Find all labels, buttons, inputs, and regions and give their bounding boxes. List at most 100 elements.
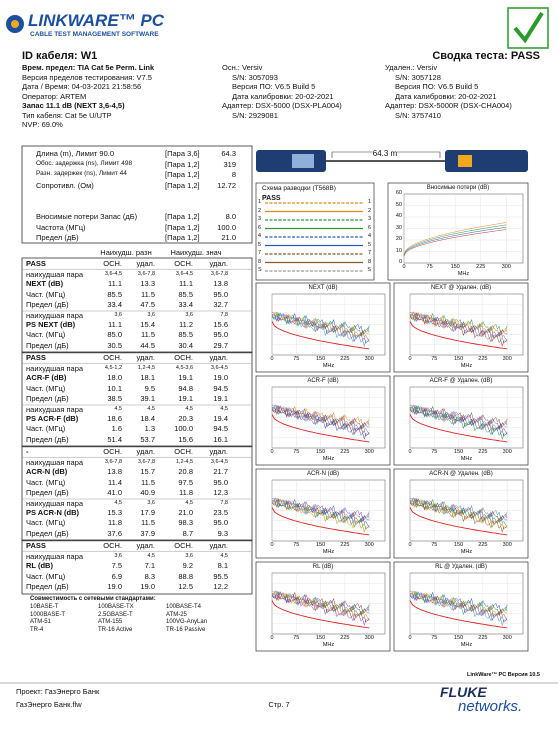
- cell: 18.0: [107, 373, 122, 383]
- cell: 19.0: [107, 581, 122, 591]
- info-line: Версия ПО: V6.5 Build 5: [395, 82, 479, 91]
- tester-screen: [292, 154, 314, 168]
- cell: 4,5: [185, 499, 193, 506]
- x-tick-label: 75: [431, 449, 438, 455]
- info-line: NVP: 69.0%: [22, 120, 63, 129]
- trace: [271, 590, 370, 627]
- info-line: S/N: 3757410: [395, 110, 441, 120]
- box: [21, 145, 253, 244]
- trace: [409, 311, 508, 338]
- cell: 85.0: [107, 330, 122, 340]
- cell: 11.1: [107, 320, 122, 330]
- cell: 85.5: [178, 289, 193, 299]
- limit-line: [409, 321, 508, 350]
- cell: 9.5: [144, 383, 155, 393]
- logo: LINKWARE™ PC: [28, 11, 164, 30]
- trace: [403, 222, 507, 255]
- trace: [409, 311, 508, 348]
- panel: [393, 561, 529, 652]
- graph-title: Вносимые потери (dB): [426, 185, 490, 191]
- measure-value: 100.0: [217, 222, 236, 232]
- measure-pair: [Пара 1,2]: [165, 212, 200, 221]
- measure-value: 8: [231, 170, 236, 179]
- cell: 19.1: [178, 373, 193, 383]
- cell: 3,6-7,8: [137, 458, 155, 465]
- pin: 4: [258, 233, 262, 239]
- row-label: Предел (дБ): [26, 434, 69, 444]
- x-tick-label: 225: [478, 542, 488, 548]
- cell: ОСН.: [103, 353, 122, 362]
- cell: 11.4: [107, 477, 122, 487]
- cell: 3,6-7,8: [104, 458, 122, 465]
- cell: 8.1: [217, 561, 228, 571]
- trace: [409, 497, 508, 524]
- brand: networks.: [458, 698, 523, 715]
- row-label: наихудшая пара: [26, 364, 84, 374]
- info-line: Адаптер: DSX-5000R (DSX-CHA004): [385, 101, 512, 110]
- cell: 11.5: [140, 330, 155, 340]
- x-tick-label: 225: [340, 635, 350, 641]
- x-tick-label: 300: [501, 264, 511, 270]
- cell: удал.: [136, 259, 155, 268]
- cell: удал.: [136, 541, 155, 550]
- cell: 19.4: [213, 414, 228, 424]
- pin: 8: [258, 258, 262, 265]
- x-tick-label: 225: [340, 542, 350, 548]
- row-label: PASS: [26, 353, 46, 362]
- x-tick-label: 300: [364, 542, 374, 548]
- cell: 18.4: [140, 414, 155, 424]
- y-tick-label: 60: [395, 190, 402, 196]
- cell: 95.0: [213, 330, 228, 340]
- cell: ОСН.: [103, 541, 122, 550]
- trace: [409, 500, 508, 530]
- cell: 19.0: [213, 373, 228, 383]
- standard: TR-16 Passive: [166, 626, 206, 633]
- y-tick-label: 20: [395, 236, 402, 242]
- pin: 1: [258, 199, 262, 205]
- trace: [271, 314, 370, 344]
- standard: ATM-51: [30, 619, 51, 625]
- row-label: Част. (МГц): [26, 330, 66, 340]
- x-tick-label: 0: [408, 635, 412, 641]
- info-line: Осн.: Versiv: [222, 63, 263, 72]
- column-group: Наихудш. разн: [100, 248, 152, 257]
- panel: [255, 282, 391, 373]
- cell: 95.0: [213, 477, 228, 487]
- cell: 4,5: [147, 552, 155, 559]
- box: [21, 351, 253, 448]
- measure-label: Разн. задержек (ns), Лимит 44: [36, 170, 127, 177]
- trace: [409, 407, 508, 437]
- x-tick-label: 75: [293, 356, 300, 362]
- cell: 15.7: [140, 467, 155, 477]
- cell: ОСН.: [103, 259, 122, 268]
- pin: 8: [367, 258, 371, 265]
- trace: [409, 497, 508, 534]
- info-line: Дата / Время: 04-03-2021 21:58:56: [22, 82, 142, 91]
- trace: [409, 311, 508, 338]
- cell: 13.8: [107, 467, 122, 477]
- cell: 21.0: [178, 508, 193, 518]
- x-axis-label: MHz: [322, 363, 335, 369]
- trace: [271, 497, 370, 524]
- row-label: PS NEXT (dB): [26, 320, 76, 330]
- cable-length: 64.3 m: [372, 149, 398, 158]
- x-tick-label: 225: [340, 449, 350, 455]
- trace: [409, 593, 508, 623]
- trace: [271, 590, 370, 617]
- trace: [271, 407, 370, 437]
- trace: [271, 500, 370, 530]
- standard: ATM-25: [166, 611, 187, 618]
- row-label: Част. (МГц): [26, 289, 66, 299]
- limit-line: [271, 414, 370, 443]
- measure-value: 12.72: [217, 180, 236, 190]
- panel: [255, 375, 391, 466]
- graph-title: NEXT (dB): [308, 285, 338, 291]
- info-line: Удален.: Versiv: [385, 63, 438, 72]
- measure-label: Обоc. задержка (ns), Лимит 498: [36, 159, 133, 167]
- x-axis-label: MHz: [460, 363, 473, 369]
- cell: 3,6-7,8: [210, 270, 228, 277]
- x-axis-label: MHz: [460, 642, 473, 648]
- pin: 7: [367, 250, 371, 256]
- cell: ОСН.: [174, 447, 193, 456]
- info-line: Оператор: ARTEM: [22, 91, 87, 101]
